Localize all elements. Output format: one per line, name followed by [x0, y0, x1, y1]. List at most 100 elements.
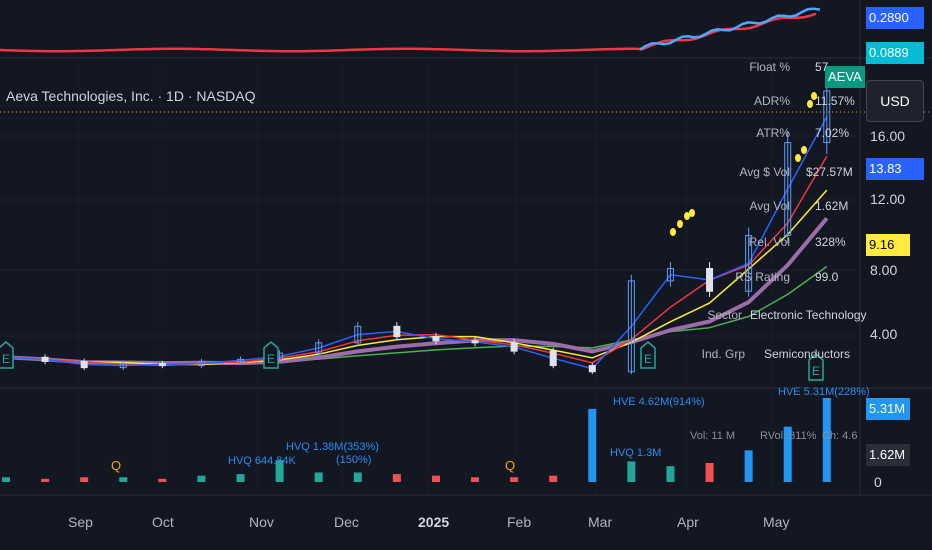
volume-bar: [510, 477, 519, 482]
y-tick-4: 4.00: [870, 326, 898, 342]
candle-body: [432, 336, 440, 342]
stat-label-rel-vol: Rel. Vol: [748, 235, 790, 249]
oscillator-value-2: 0.0889: [866, 42, 924, 64]
volume-bar: [314, 472, 323, 482]
x-tick-feb: Feb: [507, 514, 532, 530]
candle-body: [784, 142, 792, 236]
x-tick-dec: Dec: [334, 514, 359, 530]
volume-bar: [549, 475, 558, 482]
volume-bar: [705, 463, 714, 482]
earnings-marker: E: [640, 341, 656, 369]
signal-dot: [689, 209, 695, 217]
x-tick-2025: 2025: [418, 514, 450, 530]
stat-value-sector: Electronic Technology: [750, 308, 867, 322]
stat-label-avg-dollar-vol: Avg $ Vol: [739, 165, 790, 179]
oscillator-line: [0, 12, 817, 53]
volume-annotation-hve-april: HVE 4.62M(914%): [613, 396, 705, 408]
signal-dot: [801, 146, 807, 154]
volume-bar: [471, 477, 480, 482]
earnings-marker: E: [263, 341, 279, 369]
earnings-marker-shape: [808, 353, 824, 381]
signal-dot: [795, 154, 801, 162]
volume-bar: [119, 477, 128, 482]
oscillator-signal-line: [639, 7, 821, 51]
candle-body: [119, 362, 127, 369]
signal-dot: [684, 212, 690, 220]
stat-value-avg-dollar-vol: $27.57M: [806, 165, 853, 179]
ma-21-line: [5, 189, 828, 366]
candle-body: [588, 365, 596, 373]
y-tick-16: 16.00: [870, 128, 906, 144]
volume-bar: [783, 426, 792, 482]
x-tick-may: May: [763, 514, 790, 530]
stat-label-adr: ADR%: [753, 94, 790, 108]
volume-bar: [2, 477, 10, 482]
volume-bar: [197, 475, 206, 482]
x-tick-sep: Sep: [68, 514, 93, 530]
earnings-marker-label: E: [812, 364, 820, 378]
volume-bar: [158, 478, 167, 482]
x-tick-nov: Nov: [249, 514, 274, 530]
y-tick-8: 8.00: [870, 262, 898, 278]
avg-volume-badge: 1.62M: [866, 444, 910, 466]
candle-body: [393, 325, 401, 338]
stat-label-rs-rating: RS Rating: [735, 270, 790, 284]
x-tick-mar: Mar: [588, 514, 613, 530]
volume-bar: [431, 475, 440, 482]
volume-annotation-hve-latest: HVE 5.31M(228%): [778, 386, 870, 398]
signal-dot: [807, 100, 813, 108]
ma-5-line: [5, 116, 828, 370]
volume-bar: [353, 472, 362, 482]
stat-label-float: Float %: [749, 60, 790, 74]
oscillator-value-1: 0.2890: [866, 7, 924, 29]
stat-value-float: 57: [815, 60, 829, 74]
last-volume-badge: 5.31M: [866, 398, 910, 420]
x-tick-oct: Oct: [152, 514, 174, 530]
volume-bar: [588, 408, 597, 482]
candle-body: [510, 342, 518, 352]
volume-annotation-hvq-oct: HVQ 644.84K: [228, 455, 296, 467]
candle-body: [237, 358, 245, 362]
candle-body: [41, 356, 49, 362]
volume-bar: [80, 477, 89, 482]
earnings-marker-shape: [640, 341, 656, 369]
volume-bar: [627, 461, 636, 482]
ma-10-line: [5, 155, 828, 367]
candle-body: [666, 268, 674, 282]
table-cell-change: Ch: 4.6: [822, 430, 858, 442]
currency-button[interactable]: USD: [866, 80, 924, 122]
quarter-marker: Q: [505, 458, 515, 473]
stat-value-adr: 11.57%: [815, 94, 855, 108]
stat-value-ind-grp: Semiconductors: [764, 347, 851, 361]
stat-value-rs-rating: 99.0: [815, 270, 839, 284]
volume-bar: [822, 398, 831, 482]
volume-annotation-hvq-april: HVQ 1.3M: [610, 447, 662, 459]
volume-bar: [275, 460, 284, 482]
candle-body: [745, 234, 753, 292]
stat-value-avg-vol: 1.62M: [815, 199, 849, 213]
stat-label-ind-grp: Ind. Grp: [701, 347, 745, 361]
volume-bar: [392, 474, 401, 482]
volume-bar: [744, 450, 753, 482]
candle-body: [80, 360, 88, 369]
last-price-badge: 13.83: [866, 158, 924, 180]
earnings-marker: E: [0, 341, 14, 369]
table-cell-rvol: RVol: 311%: [760, 430, 817, 442]
signal-dot: [670, 228, 676, 236]
candle-body: [627, 280, 635, 373]
earnings-marker-shape: [0, 341, 14, 369]
earnings-marker-label: E: [2, 352, 10, 366]
earnings-marker: E: [808, 353, 824, 381]
volume-bar: [666, 466, 675, 482]
volume-axis-zero: 0: [874, 474, 882, 490]
candle-body: [706, 268, 714, 292]
signal-dot: [677, 220, 683, 228]
candle-body: [471, 340, 479, 344]
x-tick-apr: Apr: [677, 514, 699, 530]
table-cell-vol: Vol: 11 M: [690, 430, 736, 442]
candle-body: [158, 362, 166, 367]
earnings-marker-shape: [263, 341, 279, 369]
stat-value-rel-vol: 328%: [815, 235, 846, 249]
signal-dot: [811, 92, 817, 100]
